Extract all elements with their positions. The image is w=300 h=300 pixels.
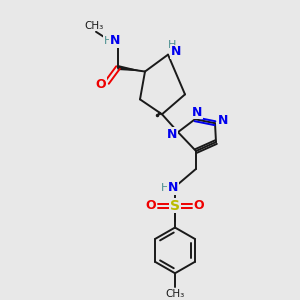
Text: H: H	[104, 36, 112, 46]
Text: N: N	[218, 114, 228, 127]
Polygon shape	[118, 65, 145, 71]
Text: CH₃: CH₃	[84, 21, 104, 31]
Text: CH₃: CH₃	[165, 289, 184, 299]
Text: O: O	[146, 199, 156, 212]
Text: O: O	[96, 78, 106, 91]
Text: N: N	[110, 34, 120, 47]
Text: N: N	[168, 181, 178, 194]
Text: H: H	[168, 40, 176, 50]
Text: H: H	[161, 183, 169, 193]
Text: N: N	[171, 45, 181, 58]
Text: S: S	[170, 199, 180, 213]
Text: O: O	[194, 199, 204, 212]
Text: N: N	[167, 128, 177, 141]
Text: N: N	[192, 106, 202, 119]
